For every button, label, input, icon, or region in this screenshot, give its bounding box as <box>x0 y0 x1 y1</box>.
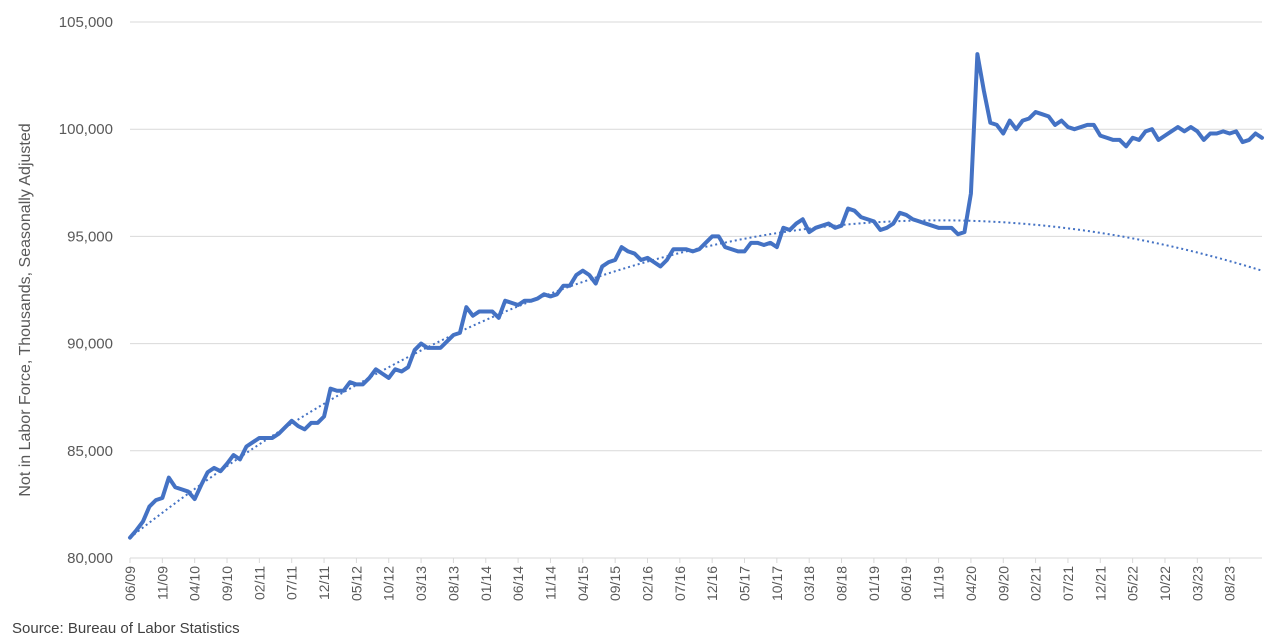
x-tick-label: 01/19 <box>866 566 882 601</box>
x-tick-label: 02/21 <box>1028 566 1044 601</box>
x-tick-label: 12/11 <box>316 566 332 600</box>
x-tick-label: 05/22 <box>1125 566 1141 601</box>
x-tick-label: 05/17 <box>737 566 753 601</box>
x-tick-label: 03/18 <box>801 566 817 601</box>
x-tick-label: 07/11 <box>284 566 300 600</box>
x-tick-label: 03/13 <box>413 566 429 601</box>
x-tick-label: 01/14 <box>478 566 494 601</box>
x-tick-label: 08/23 <box>1222 566 1238 601</box>
y-tick-label: 100,000 <box>59 121 113 138</box>
x-tick-label: 04/15 <box>575 566 591 601</box>
y-tick-label: 80,000 <box>67 550 113 567</box>
x-tick-label: 12/16 <box>704 566 720 601</box>
series-line <box>128 52 1264 540</box>
x-tick-label: 04/20 <box>963 566 979 601</box>
y-tick-label: 95,000 <box>67 228 113 245</box>
x-tick-label: 05/12 <box>348 566 364 601</box>
x-tick-label: 07/21 <box>1060 566 1076 601</box>
x-tick-label: 10/17 <box>769 566 785 601</box>
x-tick-label: 09/10 <box>219 566 235 601</box>
x-tick-label: 11/14 <box>542 566 558 600</box>
x-tick-label: 08/13 <box>445 566 461 601</box>
x-tick-label: 02/11 <box>251 566 267 600</box>
y-tick-label: 85,000 <box>67 443 113 460</box>
x-tick-label: 11/19 <box>931 566 947 600</box>
x-tick-label: 09/15 <box>607 566 623 601</box>
y-axis-ticks: 80,000 85,000 90,000 95,000 100,000 105,000 <box>59 14 113 567</box>
source-note: Source: Bureau of Labor Statistics <box>12 620 240 637</box>
x-tick-label: 12/21 <box>1092 566 1108 601</box>
x-tick-label: 02/16 <box>639 566 655 601</box>
x-tick-label: 10/22 <box>1157 566 1173 601</box>
x-tick-label: 08/18 <box>834 566 850 601</box>
x-tick-label: 09/20 <box>995 566 1011 601</box>
x-tick-label: 06/09 <box>122 566 138 601</box>
x-tick-label: 04/10 <box>187 566 203 601</box>
trendline <box>129 219 1263 539</box>
x-tick-label: 11/09 <box>154 566 170 600</box>
x-tick-label: 06/14 <box>510 566 526 601</box>
x-tick-label: 06/19 <box>898 566 914 601</box>
y-axis-label: Not in Labor Force, Thousands, Seasonall… <box>17 123 34 496</box>
x-tick-label: 07/16 <box>672 566 688 601</box>
gridlines <box>130 21 1262 559</box>
x-axis-ticks: 06/09 11/09 04/10 09/10 02/11 07/11 12/11 05/12… <box>122 558 1238 601</box>
y-tick-label: 90,000 <box>67 336 113 353</box>
x-tick-label: 03/23 <box>1189 566 1205 601</box>
y-tick-label: 105,000 <box>59 14 113 31</box>
x-tick-label: 10/12 <box>381 566 397 601</box>
